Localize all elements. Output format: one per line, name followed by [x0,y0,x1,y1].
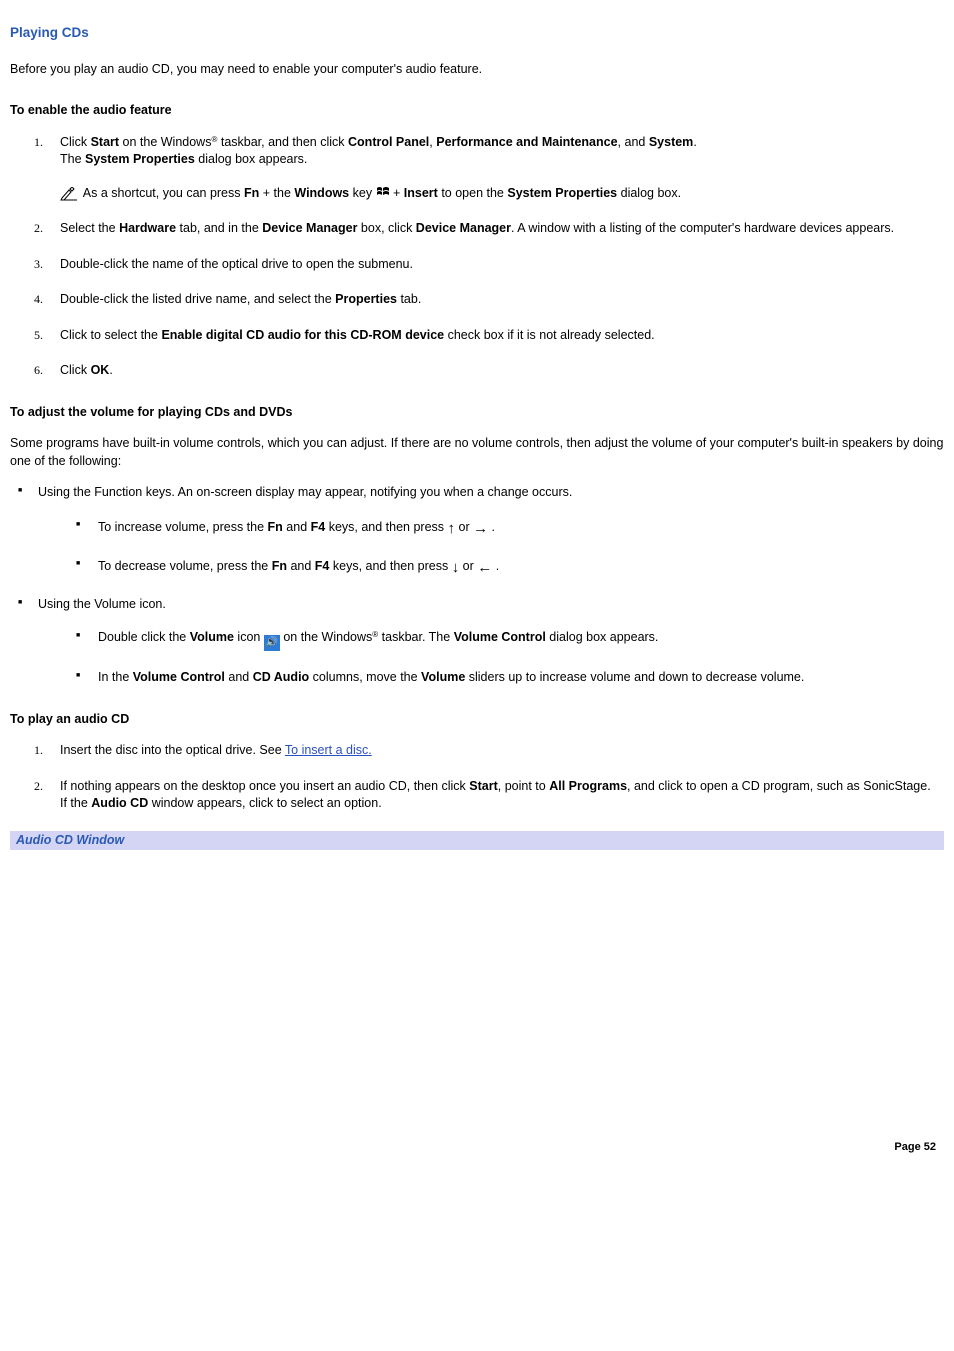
note-text: As a shortcut, you can press Fn + the Wi… [83,186,681,200]
enable-step: 1. Click Start on the Windows® taskbar, a… [34,134,944,203]
enable-step: 2. Select the Hardware tab, and in the De… [34,220,944,238]
step-text: Double-click the listed drive name, and … [60,292,421,306]
step-text: Double-click the name of the optical dri… [60,257,413,271]
bold-text: Volume Control [454,630,546,644]
bold-text: System [649,135,693,149]
bold-text: Audio CD [91,796,148,810]
sub-bullet: Double click the Volume icon 🔊 on the Wi… [68,629,944,651]
enable-step: 3. Double-click the name of the optical d… [34,256,944,274]
arrow-left-icon: ← [477,557,492,578]
step-text: Select the Hardware tab, and in the Devi… [60,221,894,235]
bold-text: Hardware [119,221,176,235]
enable-step: 4. Double-click the listed drive name, an… [34,291,944,309]
arrow-right-icon: → [473,518,488,539]
sub-bullet: To increase volume, press the Fn and F4 … [68,518,944,539]
note-pencil-icon [60,187,78,201]
step-text: Click to select the Enable digital CD au… [60,328,655,342]
sub-bullet-text: To increase volume, press the Fn and F4 … [98,520,495,534]
volume-speaker-icon: 🔊 [264,635,280,651]
bold-text: System Properties [507,186,617,200]
bold-text: All Programs [549,779,627,793]
bold-text: Performance and Maintenance [436,135,617,149]
step-text: Click OK. [60,363,113,377]
shortcut-note: As a shortcut, you can press Fn + the Wi… [60,185,944,203]
sub-bullet: In the Volume Control and CD Audio colum… [68,669,944,687]
bold-text: Insert [404,186,438,200]
volume-intro: Some programs have built-in volume contr… [10,435,944,470]
enable-step: 5. Click to select the Enable digital CD … [34,327,944,345]
arrow-down-icon: ↓ [452,557,460,578]
sub-bullets: To increase volume, press the Fn and F4 … [38,518,944,578]
step-number: 6. [34,362,43,379]
sub-bullet-text: In the Volume Control and CD Audio colum… [98,670,804,684]
bold-text: OK [91,363,110,377]
insert-disc-link[interactable]: To insert a disc. [285,743,372,757]
step-text: Click Start on the Windows® taskbar, and… [60,135,697,167]
bold-text: Fn [272,559,287,573]
step-number: 4. [34,291,43,308]
step-number: 1. [34,742,43,759]
enable-step: 6. Click OK. [34,362,944,380]
bold-text: Windows [294,186,349,200]
bold-text: Start [91,135,119,149]
page-number: Page 52 [10,1140,944,1155]
step-text: If nothing appears on the desktop once y… [60,779,931,811]
sub-bullet-text: Double click the Volume icon 🔊 on the Wi… [98,630,658,644]
sub-bullets: Double click the Volume icon 🔊 on the Wi… [38,629,944,687]
bold-text: F4 [311,520,326,534]
bold-text: Fn [268,520,283,534]
bold-text: Start [469,779,497,793]
bold-text: Volume Control [133,670,225,684]
enable-steps-list: 1. Click Start on the Windows® taskbar, a… [34,134,944,380]
bold-text: Enable digital CD audio for this CD-ROM … [161,328,444,342]
play-step: 1. Insert the disc into the optical drive… [34,742,944,760]
step-number: 2. [34,778,43,795]
bold-text: CD Audio [253,670,309,684]
play-heading: To play an audio CD [10,711,944,729]
windows-key-icon [376,185,390,199]
arrow-up-icon: ↑ [448,518,456,539]
bold-text: System Properties [85,152,195,166]
bold-text: Control Panel [348,135,429,149]
intro-text: Before you play an audio CD, you may nee… [10,61,944,79]
play-step: 2. If nothing appears on the desktop once… [34,778,944,813]
enable-heading: To enable the audio feature [10,102,944,120]
registered-mark: ® [211,135,217,144]
step-number: 3. [34,256,43,273]
bold-text: Volume [190,630,234,644]
bullet-text: Using the Volume icon. [38,597,166,611]
registered-mark: ® [372,630,378,639]
play-steps-list: 1. Insert the disc into the optical drive… [34,742,944,813]
volume-bullet: Using the Function keys. An on-screen di… [10,484,944,578]
sub-bullet-text: To decrease volume, press the Fn and F4 … [98,559,499,573]
bold-text: Properties [335,292,397,306]
volume-bullets-list: Using the Function keys. An on-screen di… [10,484,944,687]
bold-text: Volume [421,670,465,684]
bold-text: F4 [315,559,330,573]
sub-bullet: To decrease volume, press the Fn and F4 … [68,557,944,578]
step-text: Insert the disc into the optical drive. … [60,743,372,757]
step-number: 1. [34,134,43,151]
step-number: 2. [34,220,43,237]
bullet-text: Using the Function keys. An on-screen di… [38,485,572,499]
volume-heading: To adjust the volume for playing CDs and… [10,404,944,422]
bold-text: Device Manager [262,221,357,235]
page-title: Playing CDs [10,24,944,43]
volume-bullet: Using the Volume icon. Double click the V… [10,596,944,687]
caption-bar: Audio CD Window [10,831,944,851]
bold-text: Device Manager [416,221,511,235]
bold-text: Fn [244,186,259,200]
step-number: 5. [34,327,43,344]
